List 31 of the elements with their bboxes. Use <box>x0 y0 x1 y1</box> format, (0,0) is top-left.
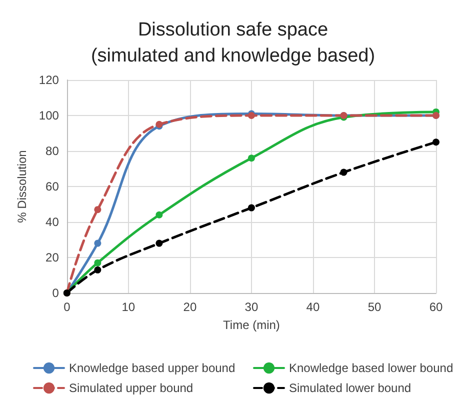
point <box>156 240 163 247</box>
y-tick-label: 100 <box>38 108 60 122</box>
point <box>248 154 255 162</box>
legend-label: Simulated lower bound <box>289 381 412 395</box>
point <box>94 259 102 266</box>
x-tick-label: 50 <box>368 300 382 314</box>
x-tick-label: 40 <box>306 300 320 314</box>
y-tick-label: 80 <box>46 144 60 158</box>
point <box>432 138 440 146</box>
x-tick-label: 60 <box>429 300 443 314</box>
y-tick-label: 120 <box>38 73 60 87</box>
legend-label: Simulated upper bound <box>69 381 194 395</box>
legend-label: Knowledge based lower bound <box>289 361 454 375</box>
point <box>94 240 102 247</box>
y-tick-label: 0 <box>52 286 60 300</box>
x-axis-title: Time (min) <box>223 318 280 332</box>
point <box>340 168 348 176</box>
point <box>156 211 163 218</box>
point <box>248 204 255 212</box>
point <box>94 206 102 214</box>
x-tick-label: 10 <box>122 300 136 314</box>
y-axis-title: % Dissolution <box>15 150 29 223</box>
point <box>94 266 102 274</box>
x-tick-label: 20 <box>183 300 197 314</box>
chart-title: Dissolution safe space (simulated and knowledge based) <box>90 20 376 66</box>
y-tick-label: 60 <box>46 180 60 194</box>
y-tick-label: 20 <box>46 250 60 264</box>
y-tick-label: 40 <box>46 215 60 229</box>
legend-label: Knowledge based upper bound <box>69 361 236 375</box>
x-tick-label: 0 <box>64 300 71 314</box>
x-tick-label: 30 <box>244 300 258 314</box>
